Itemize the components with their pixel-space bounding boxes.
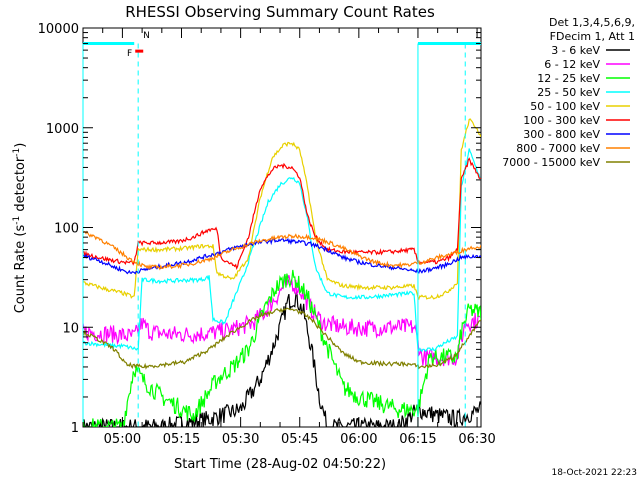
legend-entry: 25 - 50 keV	[537, 86, 600, 99]
y-axis-label-mid: detector	[13, 156, 28, 216]
y-axis-label-main: Count Rate (s	[13, 225, 28, 314]
x-tick-label: 05:15	[163, 432, 200, 447]
x-tick-label: 05:45	[281, 432, 318, 447]
legend-entry: 12 - 25 keV	[537, 72, 600, 85]
series-line	[83, 157, 481, 271]
x-tick-label: 06:30	[458, 432, 495, 447]
x-tick-label: 06:15	[399, 432, 436, 447]
series-layer	[83, 118, 481, 427]
legend-entry: 6 - 12 keV	[544, 58, 600, 71]
series-line	[83, 118, 481, 301]
legend: Det 1,3,4,5,6,9, FDecim 1, Att 1 3 - 6 k…	[502, 16, 635, 169]
footer-date: 18-Oct-2021 22:23	[552, 468, 637, 478]
x-axis-label: Start Time (28-Aug-02 04:50:22)	[174, 457, 386, 472]
series-line	[83, 307, 481, 370]
y-axis-label-sup1: -1	[12, 216, 22, 225]
chart-title: RHESSI Observing Summary Count Rates	[125, 3, 435, 21]
series-line	[83, 230, 481, 271]
legend-entry: 7000 - 15000 keV	[502, 156, 600, 169]
y-tick-label: 10000	[38, 22, 79, 37]
x-tick-label: 06:00	[340, 432, 377, 447]
y-tick-label: 1	[71, 421, 79, 436]
flag-label: F	[127, 49, 132, 59]
series-line	[83, 291, 481, 427]
x-axis: 05:00 05:15 05:30 05:45 06:00 06:15 06:30	[82, 28, 496, 447]
x-tick-label: 05:30	[222, 432, 259, 447]
legend-entry: 50 - 100 keV	[530, 100, 600, 113]
legend-entry: 100 - 300 keV	[523, 114, 600, 127]
legend-header-2: FDecim 1, Att 1	[550, 30, 635, 43]
y-axis-label-end: )	[13, 143, 28, 148]
legend-entry: 300 - 800 keV	[523, 128, 600, 141]
y-tick-label: 100	[54, 222, 79, 237]
legend-header-1: Det 1,3,4,5,6,9,	[549, 16, 635, 29]
y-axis-label-sup2: -1	[12, 148, 22, 157]
series-line	[83, 275, 481, 367]
attenuator-layer: FN	[82, 31, 481, 427]
series-line	[83, 148, 481, 353]
x-tick-label: 05:00	[104, 432, 141, 447]
legend-entry: 3 - 6 keV	[551, 44, 600, 57]
series-line	[83, 269, 481, 427]
flag-label: N	[143, 31, 150, 41]
y-axis: 1 10 100 1000 10000	[38, 22, 481, 436]
legend-entry: 800 - 7000 keV	[516, 142, 600, 155]
y-axis-label: Count Rate (s-1 detector-1)	[12, 143, 28, 314]
y-tick-label: 10	[62, 321, 79, 336]
y-tick-label: 1000	[46, 122, 79, 137]
